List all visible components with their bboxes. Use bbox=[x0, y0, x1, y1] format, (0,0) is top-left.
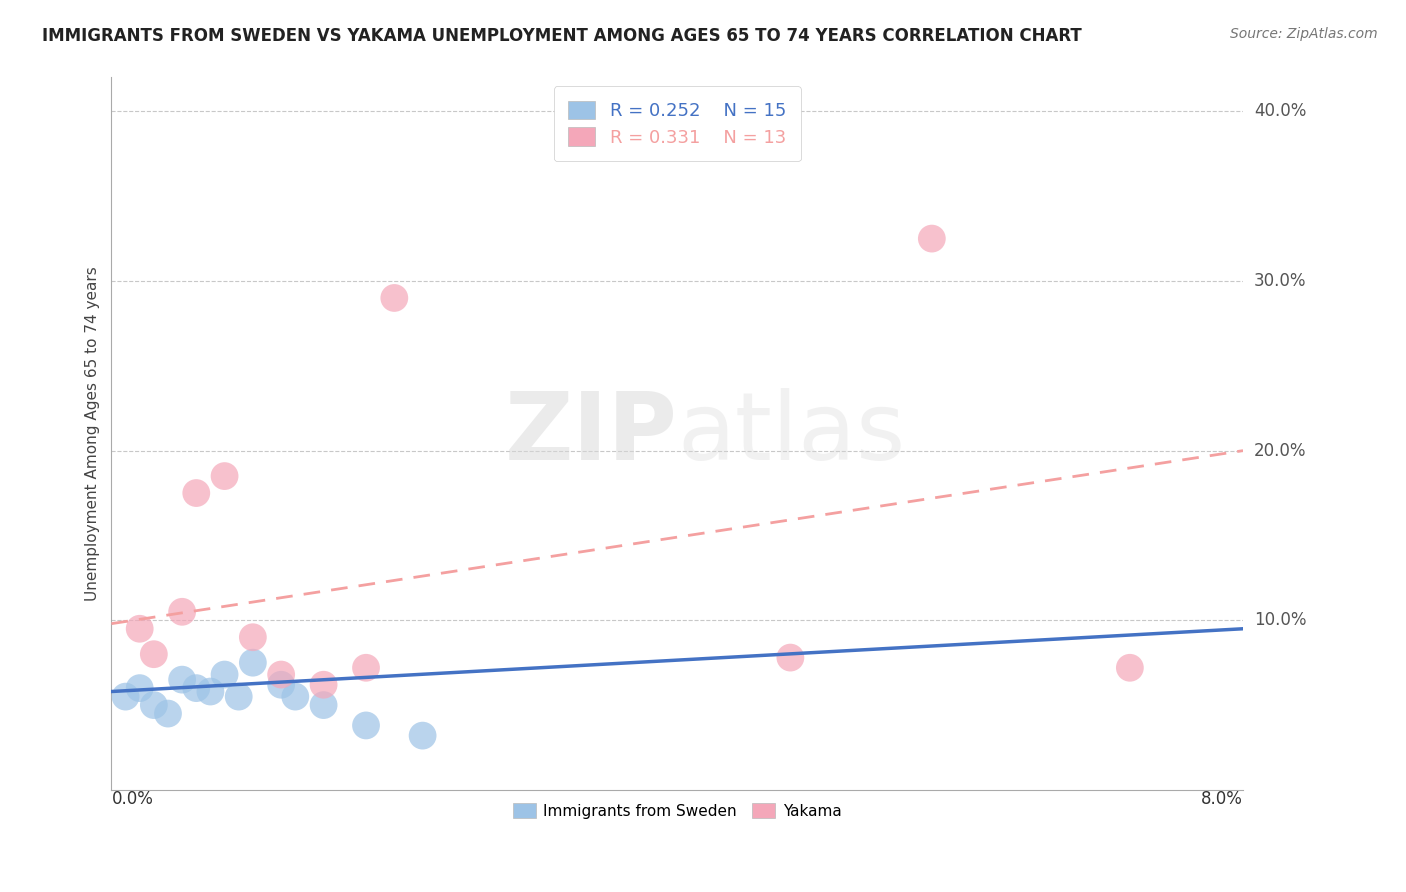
Y-axis label: Unemployment Among Ages 65 to 74 years: Unemployment Among Ages 65 to 74 years bbox=[86, 267, 100, 601]
Point bbox=[312, 678, 335, 692]
Point bbox=[186, 486, 208, 500]
Point bbox=[242, 630, 264, 644]
Text: ZIP: ZIP bbox=[505, 388, 678, 480]
Point bbox=[354, 661, 377, 675]
Point bbox=[412, 729, 434, 743]
Point bbox=[284, 690, 307, 704]
Point bbox=[1119, 661, 1142, 675]
Point bbox=[172, 673, 194, 687]
Text: IMMIGRANTS FROM SWEDEN VS YAKAMA UNEMPLOYMENT AMONG AGES 65 TO 74 YEARS CORRELAT: IMMIGRANTS FROM SWEDEN VS YAKAMA UNEMPLO… bbox=[42, 27, 1083, 45]
Text: 8.0%: 8.0% bbox=[1201, 790, 1243, 808]
Text: 30.0%: 30.0% bbox=[1254, 272, 1306, 290]
Point bbox=[312, 698, 335, 712]
Text: 40.0%: 40.0% bbox=[1254, 103, 1306, 120]
Text: 0.0%: 0.0% bbox=[111, 790, 153, 808]
Point bbox=[779, 650, 801, 665]
Point bbox=[200, 684, 222, 698]
Point bbox=[114, 690, 136, 704]
Point bbox=[172, 605, 194, 619]
Point bbox=[214, 667, 236, 681]
Point bbox=[382, 291, 405, 305]
Point bbox=[270, 667, 292, 681]
Point bbox=[921, 231, 943, 245]
Point bbox=[142, 647, 165, 661]
Point bbox=[214, 469, 236, 483]
Legend: Immigrants from Sweden, Yakama: Immigrants from Sweden, Yakama bbox=[506, 797, 848, 825]
Text: Source: ZipAtlas.com: Source: ZipAtlas.com bbox=[1230, 27, 1378, 41]
Text: 10.0%: 10.0% bbox=[1254, 611, 1306, 629]
Point bbox=[228, 690, 250, 704]
Point bbox=[354, 718, 377, 732]
Point bbox=[142, 698, 165, 712]
Point bbox=[128, 681, 150, 695]
Point bbox=[186, 681, 208, 695]
Point bbox=[270, 678, 292, 692]
Point bbox=[242, 656, 264, 670]
Point bbox=[128, 622, 150, 636]
Text: 20.0%: 20.0% bbox=[1254, 442, 1306, 459]
Point bbox=[156, 706, 179, 721]
Text: atlas: atlas bbox=[678, 388, 905, 480]
